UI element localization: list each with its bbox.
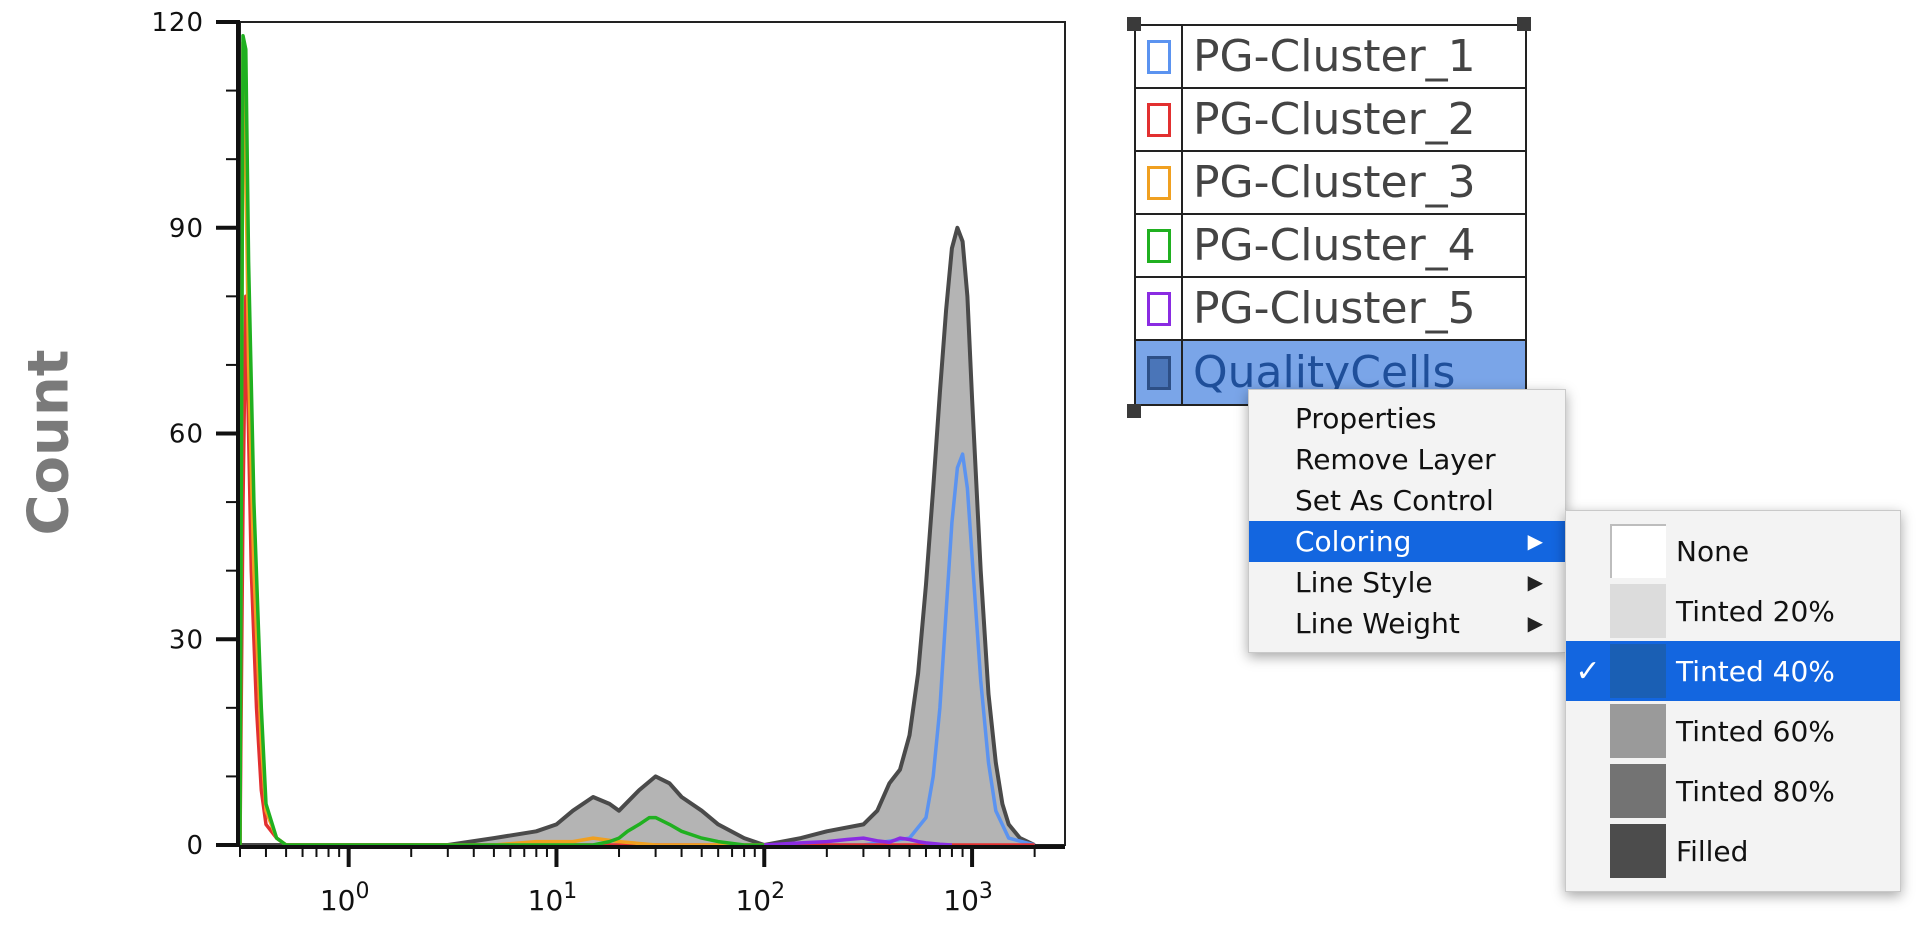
axes-layer: 0 30 60 90 120 100 101 102 103	[151, 8, 1065, 917]
menu-item-label: Properties	[1295, 402, 1437, 435]
x-tick-label: 103	[943, 879, 993, 917]
legend-label: PG-Cluster_2	[1193, 94, 1476, 145]
resize-handle-top-left[interactable]	[1127, 17, 1141, 31]
series-line-pg-cluster-4	[238, 33, 765, 847]
coloring-option-tinted-40-[interactable]: ✓ Tinted 40%	[1566, 641, 1900, 701]
legend-swatch	[1146, 291, 1171, 326]
y-tick-label: 90	[169, 214, 204, 244]
legend-item-pg-cluster-2[interactable]: PG-Cluster_2	[1136, 89, 1525, 152]
legend-swatch	[1146, 355, 1171, 390]
legend-swatch	[1146, 228, 1171, 263]
submenu-arrow-icon: ▶	[1527, 570, 1543, 594]
legend-label: PG-Cluster_3	[1193, 157, 1476, 208]
menu-item-label: Line Weight	[1295, 607, 1460, 640]
coloring-option-none[interactable]: None	[1566, 521, 1900, 581]
x-tick-label: 100	[320, 879, 370, 917]
menu-item-label: Remove Layer	[1295, 443, 1496, 476]
menu-item-line-weight[interactable]: Line Weight ▶	[1249, 603, 1565, 644]
y-tick-label: 30	[169, 625, 204, 655]
series-layer	[238, 33, 1036, 847]
coloring-submenu: None Tinted 20% ✓ Tinted 40% Tinted 60% Tinte…	[1565, 510, 1901, 892]
legend[interactable]: PG-Cluster_1 PG-Cluster_2 PG-Cluster_3 PG-C…	[1134, 24, 1527, 406]
x-tick-label: 101	[528, 879, 578, 917]
coloring-option-tinted-20-[interactable]: Tinted 20%	[1566, 581, 1900, 641]
color-swatch	[1610, 824, 1666, 878]
legend-label: PG-Cluster_5	[1193, 283, 1476, 334]
coloring-option-label: Tinted 20%	[1676, 594, 1835, 628]
y-tick-label: 120	[151, 8, 204, 38]
legend-swatch	[1146, 165, 1171, 200]
menu-item-coloring[interactable]: Coloring ▶	[1249, 521, 1565, 562]
legend-item-pg-cluster-1[interactable]: PG-Cluster_1	[1136, 26, 1525, 89]
coloring-option-label: Tinted 60%	[1676, 714, 1835, 748]
legend-swatch-cell	[1136, 278, 1183, 339]
coloring-option-tinted-80-[interactable]: Tinted 80%	[1566, 761, 1900, 821]
coloring-option-label: Tinted 80%	[1676, 774, 1835, 808]
coloring-option-tinted-60-[interactable]: Tinted 60%	[1566, 701, 1900, 761]
legend-swatch	[1146, 39, 1171, 74]
coloring-option-filled[interactable]: Filled	[1566, 821, 1900, 881]
menu-item-properties[interactable]: Properties	[1249, 398, 1565, 439]
color-swatch	[1610, 764, 1666, 818]
coloring-option-label: Filled	[1676, 834, 1749, 868]
coloring-option-label: None	[1676, 534, 1750, 568]
menu-item-label: Coloring	[1295, 525, 1412, 558]
color-swatch	[1610, 524, 1666, 578]
menu-item-label: Line Style	[1295, 566, 1433, 599]
legend-swatch-cell	[1136, 152, 1183, 213]
series-line-qualitycells	[240, 225, 1036, 847]
checkmark-icon: ✓	[1575, 653, 1601, 689]
legend-item-pg-cluster-5[interactable]: PG-Cluster_5	[1136, 278, 1525, 341]
submenu-arrow-icon: ▶	[1527, 611, 1543, 635]
y-axis-title: Count	[16, 349, 82, 536]
coloring-option-label: Tinted 40%	[1676, 654, 1835, 688]
legend-item-pg-cluster-3[interactable]: PG-Cluster_3	[1136, 152, 1525, 215]
menu-item-label: Set As Control	[1295, 484, 1494, 517]
legend-item-pg-cluster-4[interactable]: PG-Cluster_4	[1136, 215, 1525, 278]
histogram-plot: 0 30 60 90 120 100 101 102 103	[151, 8, 1066, 917]
menu-item-remove-layer[interactable]: Remove Layer	[1249, 439, 1565, 480]
color-swatch	[1610, 644, 1666, 698]
series-line-pg-cluster-1	[764, 452, 1036, 847]
submenu-arrow-icon: ▶	[1527, 529, 1543, 553]
resize-handle-bottom-left[interactable]	[1127, 404, 1141, 418]
y-tick-label: 60	[169, 420, 204, 450]
series-fill-qualitycells	[240, 227, 1035, 846]
legend-swatch-cell	[1136, 341, 1183, 404]
color-swatch	[1610, 584, 1666, 638]
legend-swatch-cell	[1136, 89, 1183, 150]
legend-label: PG-Cluster_4	[1193, 220, 1476, 271]
legend-label: PG-Cluster_1	[1193, 31, 1476, 82]
legend-swatch-cell	[1136, 215, 1183, 276]
context-menu: Properties Remove Layer Set As Control Colo…	[1248, 389, 1566, 653]
y-tick-label: 0	[186, 831, 204, 861]
color-swatch	[1610, 704, 1666, 758]
x-tick-label: 102	[735, 879, 785, 917]
resize-handle-top-right[interactable]	[1517, 17, 1531, 31]
menu-item-set-as-control[interactable]: Set As Control	[1249, 480, 1565, 521]
series-line-pg-cluster-5	[764, 836, 953, 847]
legend-swatch	[1146, 102, 1171, 137]
menu-item-line-style[interactable]: Line Style ▶	[1249, 562, 1565, 603]
legend-swatch-cell	[1136, 26, 1183, 87]
